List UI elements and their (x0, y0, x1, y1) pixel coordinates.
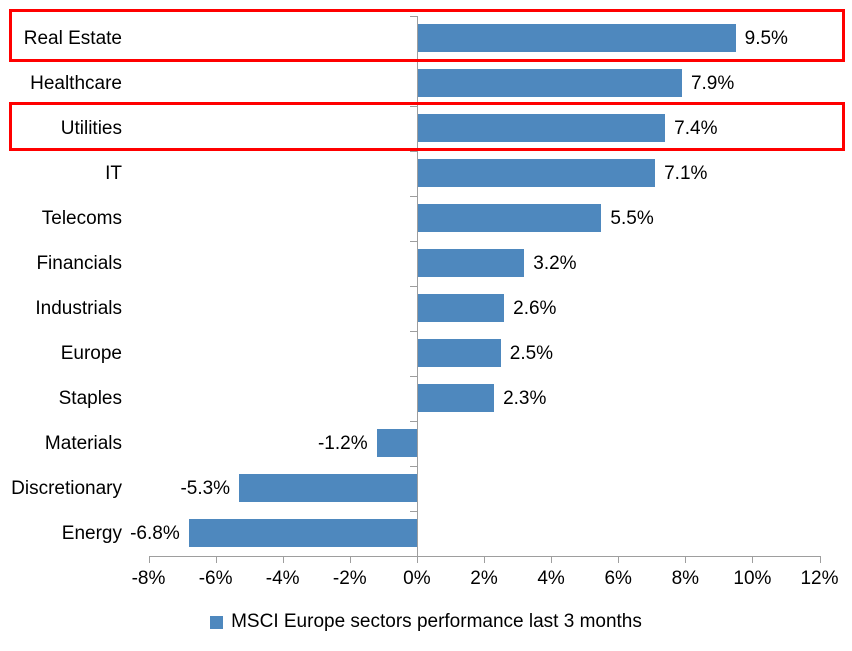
category-label: Industrials (35, 297, 122, 319)
x-axis-tick (215, 555, 217, 563)
x-axis-tick-label: 2% (470, 567, 498, 589)
x-axis-tick (416, 555, 418, 563)
category-label: Healthcare (30, 72, 122, 94)
x-axis-tick-label: -4% (265, 567, 300, 589)
x-axis-tick (685, 555, 687, 563)
value-label: -1.2% (317, 432, 368, 454)
bar (416, 69, 682, 97)
category-label: Utilities (60, 117, 122, 139)
bar (376, 429, 417, 457)
value-label: 7.4% (674, 117, 718, 139)
bar (188, 519, 417, 547)
x-axis-tick-label: -6% (198, 567, 233, 589)
bar (416, 384, 495, 412)
highlight-box-utilities (9, 101, 845, 151)
bar (416, 294, 505, 322)
y-axis-tick (409, 150, 417, 152)
value-label: 2.6% (513, 297, 557, 319)
category-label: Energy (61, 522, 122, 544)
value-label: 2.3% (503, 387, 547, 409)
category-label: Telecoms (41, 207, 122, 229)
legend-marker-icon (210, 615, 224, 629)
legend: MSCI Europe sectors performance last 3 m… (0, 606, 852, 638)
bar (416, 114, 666, 142)
x-axis-tick-label: 0% (403, 567, 431, 589)
category-label: IT (105, 162, 122, 184)
y-axis-tick (409, 555, 417, 557)
category-label: Discretionary (11, 477, 122, 499)
y-axis-tick (409, 285, 417, 287)
x-axis-tick (819, 555, 821, 563)
value-label: 2.5% (509, 342, 554, 364)
y-axis-tick (409, 330, 417, 332)
value-label: 7.9% (690, 72, 735, 94)
bar (416, 339, 501, 367)
category-label: Europe (60, 342, 122, 364)
y-axis-line (416, 15, 418, 556)
x-axis-tick-label: 8% (671, 567, 700, 589)
y-axis-tick (409, 15, 417, 17)
category-label: Real Estate (23, 27, 122, 49)
x-axis-tick-label: 12% (800, 567, 839, 589)
y-axis-tick (409, 375, 417, 377)
x-axis-tick (551, 555, 553, 563)
x-axis-tick-label: 6% (604, 567, 632, 589)
y-axis-tick (409, 195, 417, 197)
x-axis-tick-label: -2% (332, 567, 367, 589)
y-axis-tick (409, 510, 417, 512)
value-label: 5.5% (610, 207, 654, 229)
highlight-box-real-estate (9, 8, 845, 62)
bar (416, 24, 736, 52)
y-axis-tick (409, 105, 417, 107)
bar (416, 159, 656, 187)
value-label: 9.5% (744, 27, 788, 49)
y-axis-tick (409, 420, 417, 422)
x-axis-tick-label: 10% (733, 567, 772, 589)
bar (239, 474, 417, 502)
x-axis-tick (484, 555, 485, 563)
value-label: 7.1% (664, 162, 708, 184)
x-axis-tick-label: -8% (131, 567, 166, 589)
x-axis-tick (282, 555, 284, 563)
x-axis-tick (752, 555, 754, 563)
value-label: -6.8% (130, 522, 180, 544)
y-axis-tick (409, 465, 417, 467)
bar (416, 204, 602, 232)
category-label: Financials (36, 252, 122, 274)
value-label: -5.3% (180, 477, 231, 499)
x-axis-tick (349, 555, 351, 563)
legend-label: MSCI Europe sectors performance last 3 m… (231, 611, 642, 632)
bar (416, 249, 525, 277)
x-axis-tick (148, 555, 150, 563)
value-label: 3.2% (533, 252, 577, 274)
x-axis-tick (618, 555, 620, 563)
x-axis-tick-label: 4% (537, 567, 565, 589)
y-axis-tick (409, 240, 417, 242)
category-label: Staples (58, 387, 122, 409)
category-label: Materials (44, 432, 122, 454)
